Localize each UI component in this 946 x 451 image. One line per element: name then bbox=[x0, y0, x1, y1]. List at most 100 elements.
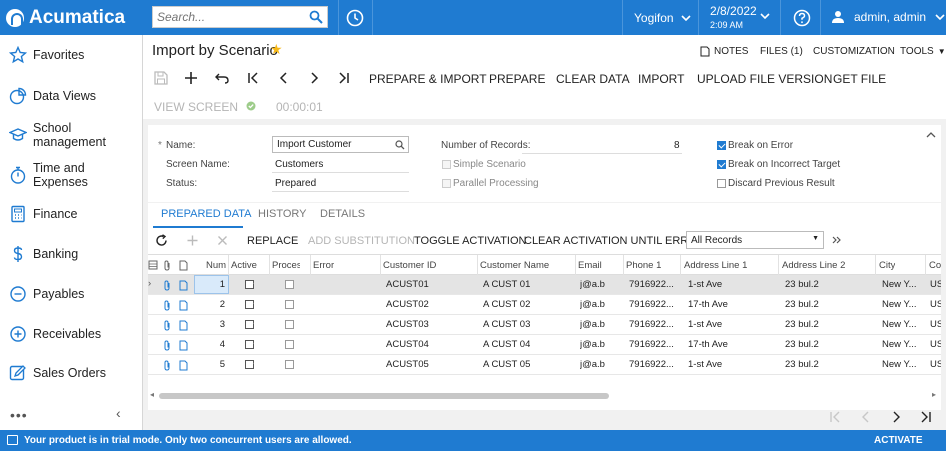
column-address-line-2[interactable]: Address Line 2 bbox=[782, 260, 846, 271]
table-row[interactable]: 2 ACUST02 A CUST 02 j@a.b 7916922... 17-… bbox=[148, 295, 941, 315]
table-row[interactable]: 3 ACUST03 A CUST 03 j@a.b 7916922... 1-s… bbox=[148, 315, 941, 335]
clear-activation-button[interactable]: CLEAR ACTIVATION UNTIL ERROR bbox=[524, 235, 705, 247]
save-icon[interactable] bbox=[153, 70, 169, 86]
attachment-icon[interactable] bbox=[163, 300, 171, 311]
cell-city[interactable]: New Y... bbox=[882, 319, 917, 330]
cell-address-line-2[interactable]: 23 bul.2 bbox=[785, 319, 819, 330]
note-icon[interactable] bbox=[179, 280, 188, 291]
cell-customer-name[interactable]: A CUST 04 bbox=[483, 339, 531, 350]
cell-address-line-2[interactable]: 23 bul.2 bbox=[785, 359, 819, 370]
cell-phone[interactable]: 7916922... bbox=[629, 359, 674, 370]
column-email[interactable]: Email bbox=[578, 260, 602, 271]
refresh-icon[interactable] bbox=[155, 234, 168, 247]
column-error[interactable]: Error bbox=[313, 260, 335, 271]
pager-first-icon[interactable] bbox=[829, 411, 841, 423]
column-processed[interactable]: Proces bbox=[272, 260, 300, 271]
pager-last-icon[interactable] bbox=[920, 411, 932, 423]
cell-city[interactable]: New Y... bbox=[882, 279, 917, 290]
cell-address-line-1[interactable]: 1-st Ave bbox=[688, 319, 723, 330]
clear-data-button[interactable]: CLEAR DATA bbox=[556, 72, 630, 86]
parallel-processing-checkbox[interactable] bbox=[442, 179, 451, 188]
cell-customer-id[interactable]: ACUST04 bbox=[386, 339, 429, 350]
table-row[interactable]: › 1 ACUST01 A CUST 01 j@a.b 7916922... 1… bbox=[148, 275, 941, 295]
add-row-icon[interactable] bbox=[186, 234, 199, 247]
active-checkbox[interactable] bbox=[245, 300, 254, 309]
favorite-star-icon[interactable]: ★ bbox=[270, 41, 283, 57]
processed-checkbox[interactable] bbox=[285, 340, 294, 349]
upload-file-version-button[interactable]: UPLOAD FILE VERSION bbox=[697, 72, 833, 86]
activate-link[interactable]: ACTIVATE bbox=[874, 435, 923, 446]
column-address-line-1[interactable]: Address Line 1 bbox=[684, 260, 748, 271]
more-menu-icon[interactable]: ••• bbox=[10, 407, 28, 423]
processed-checkbox[interactable] bbox=[285, 320, 294, 329]
cell-email[interactable]: j@a.b bbox=[580, 319, 605, 330]
undo-icon[interactable] bbox=[214, 70, 230, 86]
sidebar-item-sales-orders[interactable]: Sales Orders bbox=[0, 354, 142, 392]
next-record-icon[interactable] bbox=[306, 70, 322, 86]
cell-address-line-1[interactable]: 1-st Ave bbox=[688, 359, 723, 370]
records-filter-select[interactable]: All Records ▼ bbox=[686, 231, 824, 249]
column-country[interactable]: Cou bbox=[929, 260, 941, 271]
name-field[interactable]: Import Customer bbox=[272, 136, 409, 153]
prepare-button[interactable]: PREPARE bbox=[489, 72, 546, 86]
chevron-down-icon[interactable] bbox=[760, 13, 770, 19]
attachment-icon[interactable] bbox=[163, 340, 171, 351]
column-customer-name[interactable]: Customer Name bbox=[480, 260, 550, 271]
cell-address-line-2[interactable]: 23 bul.2 bbox=[785, 339, 819, 350]
column-phone[interactable]: Phone 1 bbox=[626, 260, 662, 271]
cell-customer-id[interactable]: ACUST01 bbox=[386, 279, 429, 290]
add-substitution-button[interactable]: ADD SUBSTITUTION bbox=[308, 235, 415, 247]
sidebar-item-finance[interactable]: Finance bbox=[0, 195, 142, 233]
sidebar-item-data-views[interactable]: Data Views bbox=[0, 77, 142, 115]
active-cell[interactable] bbox=[194, 275, 229, 294]
active-checkbox[interactable] bbox=[245, 320, 254, 329]
cell-customer-id[interactable]: ACUST02 bbox=[386, 299, 429, 310]
cell-country[interactable]: US bbox=[930, 319, 941, 330]
tab-prepared-data[interactable]: PREPARED DATA bbox=[161, 208, 252, 220]
table-row[interactable]: 4 ACUST04 A CUST 04 j@a.b 7916922... 17-… bbox=[148, 335, 941, 355]
acumatica-logo[interactable]: Acumatica bbox=[6, 7, 125, 29]
column-city[interactable]: City bbox=[879, 260, 896, 271]
search-box[interactable] bbox=[152, 6, 328, 28]
first-record-icon[interactable] bbox=[245, 70, 261, 86]
cell-phone[interactable]: 7916922... bbox=[629, 339, 674, 350]
active-checkbox[interactable] bbox=[245, 340, 254, 349]
customization-link[interactable]: CUSTOMIZATION bbox=[813, 46, 895, 57]
column-config-icon[interactable] bbox=[148, 260, 158, 270]
processed-checkbox[interactable] bbox=[285, 280, 294, 289]
scroll-right-icon[interactable]: ▸ bbox=[932, 390, 937, 399]
pager-previous-icon[interactable] bbox=[860, 411, 872, 423]
table-row[interactable]: 5 ACUST05 A CUST 05 j@a.b 7916922... 1-s… bbox=[148, 355, 941, 375]
cell-address-line-1[interactable]: 17-th Ave bbox=[688, 299, 728, 310]
toggle-activation-button[interactable]: TOGGLE ACTIVATION bbox=[414, 235, 527, 247]
cell-phone[interactable]: 7916922... bbox=[629, 279, 674, 290]
break-on-error-checkbox[interactable] bbox=[717, 141, 726, 150]
sidebar-item-receivables[interactable]: Receivables bbox=[0, 315, 142, 353]
cell-city[interactable]: New Y... bbox=[882, 339, 917, 350]
previous-record-icon[interactable] bbox=[276, 70, 292, 86]
sidebar-item-time-and-expenses[interactable]: Time and Expenses bbox=[0, 156, 142, 194]
processed-checkbox[interactable] bbox=[285, 360, 294, 369]
tab-details[interactable]: DETAILS bbox=[320, 208, 366, 220]
business-date[interactable]: 2/8/2022 2:09 AM bbox=[710, 4, 757, 32]
delete-row-icon[interactable] bbox=[216, 234, 229, 247]
help-icon[interactable] bbox=[793, 9, 811, 27]
cell-customer-name[interactable]: A CUST 01 bbox=[483, 279, 531, 290]
column-num[interactable]: Num bbox=[206, 260, 227, 271]
note-icon[interactable] bbox=[179, 320, 188, 331]
column-customer-id[interactable]: Customer ID bbox=[383, 260, 437, 271]
scrollbar-thumb[interactable] bbox=[159, 393, 609, 399]
sidebar-item-favorites[interactable]: Favorites bbox=[0, 36, 142, 74]
sidebar-item-payables[interactable]: Payables bbox=[0, 275, 142, 313]
attachment-icon[interactable] bbox=[163, 360, 171, 371]
clear-filter-icon[interactable] bbox=[832, 236, 843, 246]
note-icon[interactable] bbox=[179, 360, 188, 371]
break-on-incorrect-target-checkbox[interactable] bbox=[717, 160, 726, 169]
cell-customer-name[interactable]: A CUST 03 bbox=[483, 319, 531, 330]
chevron-up-icon[interactable] bbox=[926, 131, 936, 139]
cell-country[interactable]: US bbox=[930, 339, 941, 350]
cell-country[interactable]: US bbox=[930, 299, 941, 310]
cell-customer-name[interactable]: A CUST 02 bbox=[483, 299, 531, 310]
cell-country[interactable]: US bbox=[930, 279, 941, 290]
column-active[interactable]: Active bbox=[231, 260, 257, 271]
